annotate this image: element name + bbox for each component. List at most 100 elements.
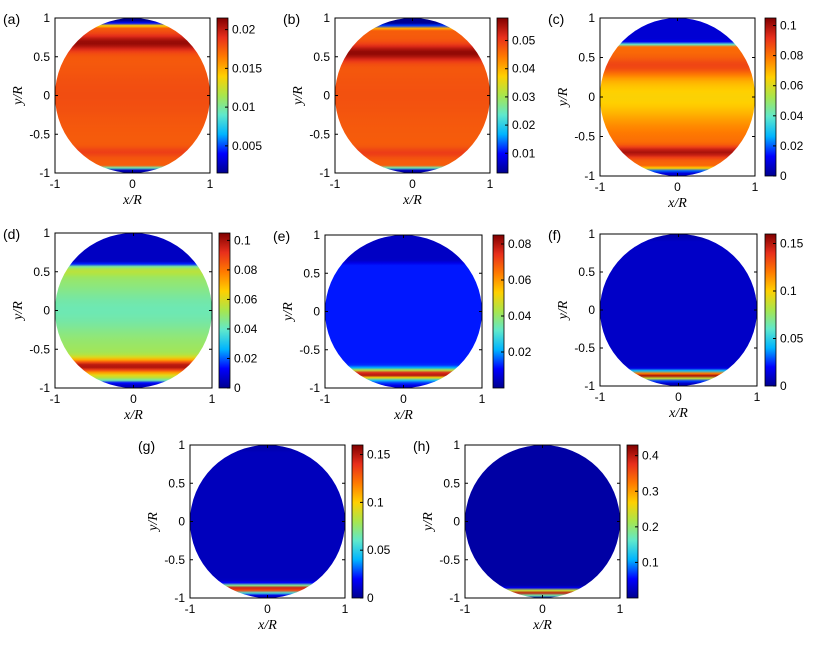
y-tick-label: 1: [43, 226, 50, 240]
panel-label: (b): [283, 11, 300, 27]
colorbar-tick-label: 0.1: [780, 284, 797, 298]
y-tick-label: 0: [588, 90, 595, 104]
y-tick-label: 0: [313, 305, 320, 319]
panel-g: -1 0 1 1 0.5 0 -0.5 -1 x/R y/R (g) 0 0.05 0.1 0.15: [138, 438, 391, 633]
x-tick-label: 1: [617, 602, 624, 616]
panel-label: (f): [548, 227, 561, 243]
x-tick-label: 1: [342, 602, 349, 616]
x-tick-label: -1: [50, 392, 61, 406]
y-tick-label: 1: [323, 11, 330, 25]
colorbar-tick-label: 0.01: [232, 100, 256, 114]
x-tick-label: -1: [50, 177, 61, 191]
colorbar-tick-label: 0.04: [508, 309, 532, 323]
x-tick-label: 1: [479, 392, 486, 406]
colorbar-tick-label: 0.05: [512, 34, 536, 48]
y-axis-label: y/R: [421, 512, 436, 533]
colorbar-tick-label: 0.03: [512, 90, 536, 104]
y-tick-label: 0.5: [578, 51, 595, 65]
colorbar-tick-label: 0.01: [512, 146, 536, 160]
x-tick-label: 1: [207, 177, 214, 191]
colorbar-tick-label: 0.15: [367, 448, 391, 462]
y-axis-label: y/R: [11, 301, 26, 322]
colorbar-tick-label: 0: [367, 591, 374, 605]
x-tick-label: -1: [185, 602, 196, 616]
x-tick-label: 1: [752, 180, 759, 194]
colorbar: [496, 17, 509, 174]
x-axis-label: x/R: [668, 406, 688, 421]
y-tick-label: 0: [323, 89, 330, 103]
y-tick-label: -0.5: [574, 130, 595, 144]
panel-a: -1 0 1 1 0.5 0 -0.5 -1 x/R y/R (a) 0.005 0.01 0.015 0.…: [3, 11, 262, 208]
y-tick-label: -0.5: [439, 553, 460, 567]
x-tick-label: -1: [595, 390, 606, 404]
colorbar-tick-label: 0.04: [512, 62, 536, 76]
heatmap-disk: [465, 445, 620, 598]
colorbar: [492, 234, 505, 389]
colorbar-tick-label: 0.02: [234, 351, 258, 365]
y-tick-label: 1: [588, 11, 595, 25]
heatmap-disk: [600, 234, 757, 386]
y-tick-label: 1: [453, 438, 460, 452]
y-tick-label: -1: [449, 591, 460, 605]
y-tick-label: -1: [319, 166, 330, 180]
y-tick-label: 0.5: [443, 476, 460, 490]
colorbar-tick-label: 0.3: [642, 484, 659, 498]
x-tick-label: -1: [320, 392, 331, 406]
x-tick-label: -1: [595, 180, 606, 194]
heatmap-disk: [325, 235, 482, 388]
colorbar-tick-label: 0.08: [234, 263, 258, 277]
colorbar-tick-label: 0.015: [232, 61, 262, 75]
colorbar-tick-label: 0: [780, 169, 787, 183]
y-tick-label: 1: [43, 11, 50, 25]
colorbar-tick-label: 0.04: [234, 322, 258, 336]
y-tick-label: 0.5: [313, 50, 330, 64]
x-tick-label: -1: [460, 602, 471, 616]
colorbar-tick-label: 0.02: [780, 139, 804, 153]
panel-label: (h): [413, 438, 430, 454]
panel-label: (a): [3, 11, 20, 27]
x-tick-label: 0: [129, 177, 136, 191]
y-tick-label: 0: [43, 89, 50, 103]
y-tick-label: 0.5: [33, 265, 50, 279]
colorbar-tick-label: 0.1: [642, 555, 659, 569]
panel-label: (g): [138, 438, 155, 454]
panel-label: (e): [273, 228, 290, 244]
heatmap-disk: [600, 18, 755, 176]
panel-label: (d): [3, 226, 20, 242]
x-axis-label: x/R: [532, 618, 552, 633]
colorbar: [764, 17, 777, 177]
x-tick-label: 0: [674, 180, 681, 194]
colorbar-tick-label: 0.1: [234, 233, 251, 247]
y-tick-label: 0: [43, 304, 50, 318]
x-axis-label: x/R: [123, 408, 143, 423]
colorbar-tick-label: 0.04: [780, 109, 804, 123]
x-tick-label: 0: [264, 602, 271, 616]
y-tick-label: -1: [39, 381, 50, 395]
colorbar-tick-label: 0.05: [367, 543, 391, 557]
y-tick-label: 0: [178, 515, 185, 529]
colorbar-tick-label: 0.02: [512, 118, 536, 132]
y-axis-label: y/R: [11, 86, 26, 107]
colorbar-tick-label: 0.02: [508, 345, 532, 359]
y-tick-label: 0: [453, 515, 460, 529]
x-tick-label: 1: [209, 392, 216, 406]
x-tick-label: 0: [409, 177, 416, 191]
colorbar: [764, 233, 777, 387]
y-tick-label: 0.5: [303, 266, 320, 280]
y-axis-label: y/R: [556, 87, 571, 108]
x-axis-label: x/R: [122, 193, 142, 208]
y-tick-label: -0.5: [299, 343, 320, 357]
y-tick-label: -0.5: [309, 127, 330, 141]
colorbar-tick-label: 0.06: [508, 273, 532, 287]
colorbar-tick-label: 0.005: [232, 139, 262, 153]
colorbar-tick-label: 0.02: [232, 23, 256, 37]
x-tick-label: 0: [400, 392, 407, 406]
colorbar-tick-label: 0.08: [508, 237, 532, 251]
colorbar-tick-label: 0.06: [780, 79, 804, 93]
colorbar-tick-label: 0.1: [367, 495, 384, 509]
panel-e: -1 0 1 1 0.5 0 -0.5 -1 x/R y/R (e) 0.02 0.04 0.06 0.08: [273, 228, 532, 423]
y-tick-label: 1: [178, 438, 185, 452]
y-tick-label: -1: [309, 381, 320, 395]
y-axis-label: y/R: [146, 512, 161, 533]
